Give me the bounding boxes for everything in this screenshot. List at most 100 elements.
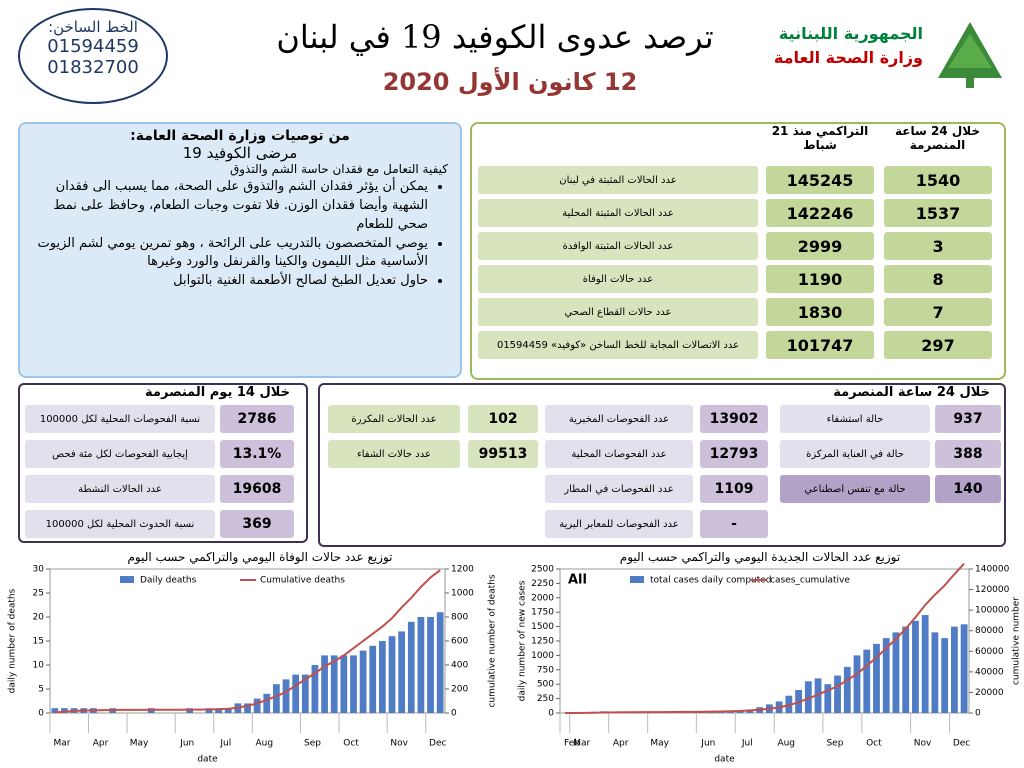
last24-label: عدد الحالات المكررة (328, 405, 460, 433)
y2-tick-label: 140000 (975, 565, 1010, 575)
x-tick-label: Oct (343, 739, 359, 749)
bar (61, 708, 68, 713)
rec-bullet: يمكن أن يؤثر فقدان الشم والتذوق على الصح… (32, 178, 428, 235)
date: 12 كانون الأول 2020 (382, 68, 638, 96)
summary-24h: 297 (884, 331, 992, 359)
y-tick-label: 1000 (531, 651, 554, 661)
x-tick-label: Oct (866, 739, 882, 749)
summary-cumulative: 2999 (766, 232, 874, 260)
summary-24h: 8 (884, 265, 992, 293)
bar (407, 621, 415, 713)
summary-label: عدد الحالات المثبتة في لبنان (478, 166, 758, 194)
last24-value: 12793 (700, 440, 768, 468)
y-tick-label: 25 (33, 589, 44, 599)
last14-value: 13.1% (220, 440, 294, 468)
bar (950, 626, 958, 713)
summary-label: عدد الحالات المثبتة الوافدة (478, 232, 758, 260)
last24-label: عدد الفحوصات للمعابر البرية (545, 510, 693, 538)
last14-value: 369 (220, 510, 294, 538)
legend-label: Cumulative deaths (260, 576, 345, 586)
y-tick-label: 15 (33, 637, 44, 647)
last24-title: خلال 24 ساعة المنصرمة (833, 385, 990, 400)
republic: الجمهورية اللبنانية (778, 24, 923, 43)
summary-cumulative: 101747 (766, 331, 874, 359)
bar (273, 684, 280, 713)
y2-tick-label: 60000 (975, 647, 1004, 657)
x-tick-label: Apr (613, 739, 629, 749)
summary-cumulative: 1830 (766, 298, 874, 326)
y-tick-label: 0 (38, 709, 44, 719)
bar (417, 617, 425, 713)
summary-label: عدد حالات القطاع الصحي (478, 298, 758, 326)
last24-value: 102 (468, 405, 538, 433)
last14-label: إيجابية الفحوصات لكل مئة فحص (25, 440, 215, 468)
rec-list: يمكن أن يؤثر فقدان الشم والتذوق على الصح… (32, 178, 448, 291)
legend-label: Daily deaths (140, 576, 197, 586)
cases-chart: 0 250 500 750 1000 1250 1500 1750 2000 2250 2500 0 2… (518, 563, 1022, 765)
x-tick-label: Nov (914, 739, 932, 749)
bar (330, 655, 338, 713)
summary-cumulative: 142246 (766, 199, 874, 227)
bar (427, 617, 434, 713)
bar (912, 620, 919, 713)
last14-value: 2786 (220, 405, 294, 433)
last24-value: 99513 (468, 440, 538, 468)
bar (941, 638, 949, 713)
y-tick-label: 1500 (531, 622, 554, 632)
summary-label: عدد حالات الوفاة (478, 265, 758, 293)
hotline: 01594459 (47, 36, 139, 57)
bar (843, 666, 851, 713)
bar (292, 674, 300, 713)
deaths-chart: 0 5 10 15 20 25 30 0 200 400 600 800 1000 1200 Mar Apr M… (8, 565, 498, 765)
y2-tick-label: 400 (451, 661, 468, 671)
line (564, 563, 965, 714)
bar (931, 632, 939, 713)
x-tick-label: Jun (700, 739, 715, 749)
hotline: 01832700 (47, 57, 139, 78)
x-tick-label: Dec (429, 739, 446, 749)
x-tick-label: Jul (741, 739, 753, 749)
bar (388, 636, 396, 713)
y-tick-label: 500 (537, 680, 554, 690)
ministry: وزارة الصحة العامة (773, 48, 923, 67)
hotline-box: الخط الساخن: 01594459 01832700 (18, 8, 168, 104)
summary-cumulative: 145245 (766, 166, 874, 194)
last14-title: خلال 14 يوم المنصرمة (145, 385, 290, 400)
line (54, 569, 441, 714)
y-tick-label: 30 (33, 565, 45, 575)
y2-tick-label: 80000 (975, 626, 1004, 636)
y2-axis-label: cumulative number of deaths (488, 574, 498, 707)
summary-24h: 1540 (884, 166, 992, 194)
x-tick-label: Aug (777, 739, 795, 749)
x-tick-label: Jul (219, 739, 231, 749)
bar (814, 678, 822, 713)
bar (398, 631, 406, 713)
bar (224, 708, 232, 713)
last14-label: نسبة الحدوث المحلية لكل 100000 (25, 510, 215, 538)
y-tick-label: 0 (548, 709, 554, 719)
x-tick-label: Sep (304, 739, 321, 749)
y2-tick-label: 100000 (975, 606, 1010, 616)
last14-label: نسبة الفحوصات المحلية لكل 100000 (25, 405, 215, 433)
y2-tick-label: 1200 (451, 565, 474, 575)
x-axis-label: date (714, 755, 735, 765)
x-tick-label: Mar (54, 739, 71, 749)
y2-tick-label: 40000 (975, 667, 1004, 677)
y-tick-label: 1250 (531, 637, 554, 647)
chart-title: توزيع عدد الحالات الجديدة اليومي والتراك… (619, 550, 901, 564)
last24-value: 13902 (700, 405, 768, 433)
last24-value: 937 (935, 405, 1001, 433)
x-tick-label: Sep (826, 739, 843, 749)
last14-box (18, 383, 308, 543)
rec-bullet: يوصي المتخصصون بالتدريب على الرائحة ، وه… (32, 235, 428, 273)
x-tick-label: Apr (93, 739, 109, 749)
y2-tick-label: 1000 (451, 589, 474, 599)
x-tick-label: Jun (179, 739, 194, 749)
x-tick-label: Nov (390, 739, 408, 749)
y2-tick-label: 0 (451, 709, 457, 719)
y2-tick-label: 120000 (975, 585, 1010, 595)
bar (321, 655, 328, 713)
last14-label: عدد الحالات النشطة (25, 475, 215, 503)
bar (244, 703, 251, 713)
